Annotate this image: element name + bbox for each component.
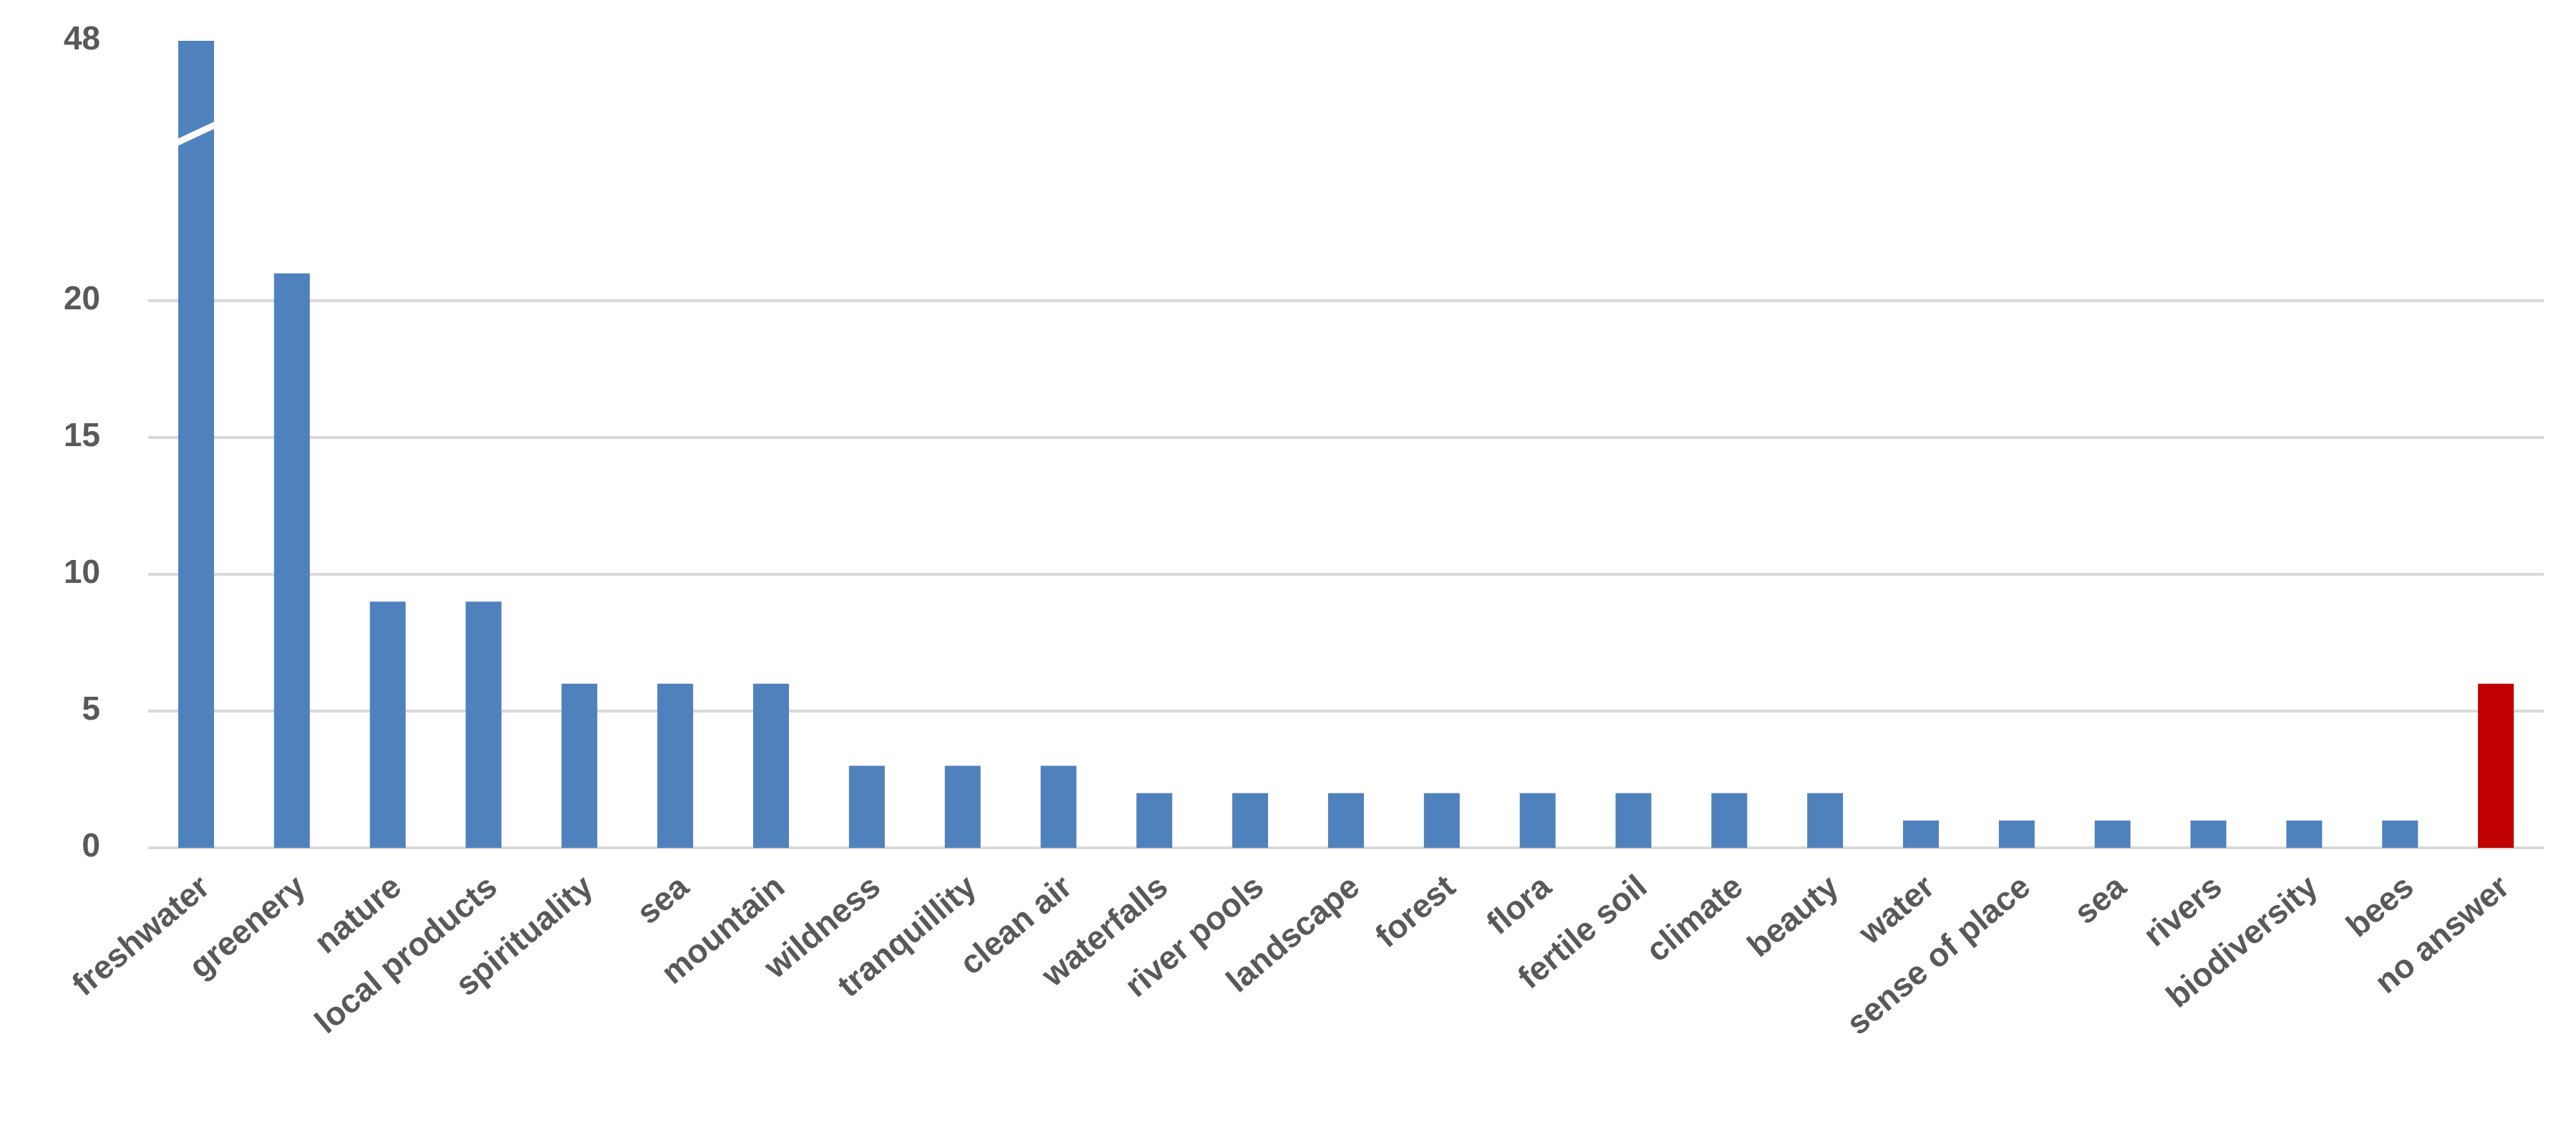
x-tick-label: forest — [1368, 867, 1462, 955]
bar — [944, 765, 981, 848]
bar — [1615, 793, 1652, 848]
y-tick-label: 0 — [82, 826, 100, 864]
bar — [1328, 793, 1364, 848]
bar — [2190, 820, 2227, 848]
y-tick-label: 15 — [64, 416, 100, 453]
bar — [369, 602, 406, 848]
bar — [2382, 820, 2418, 848]
bar — [561, 683, 598, 848]
bar — [2094, 820, 2131, 848]
x-tick-label: bees — [2339, 867, 2421, 944]
bar — [752, 683, 789, 848]
bar — [657, 683, 694, 848]
y-tick-label: 20 — [64, 279, 100, 317]
bar — [178, 41, 214, 848]
y-tick-label: 48 — [64, 19, 100, 57]
bar — [1519, 793, 1556, 848]
bar — [465, 602, 502, 848]
bar — [2478, 683, 2514, 848]
x-tick-label: flora — [1479, 867, 1558, 942]
bar — [1711, 793, 1748, 848]
x-tick-label: sea — [2067, 867, 2134, 931]
bar — [273, 273, 310, 848]
bar — [848, 765, 885, 848]
x-tick-label: climate — [1639, 867, 1750, 969]
axis-break — [173, 119, 219, 148]
bar — [2286, 820, 2323, 848]
bar — [1040, 765, 1077, 848]
x-tick-label: freshwater — [65, 867, 217, 1003]
bar — [1232, 793, 1269, 848]
bar — [1136, 793, 1173, 848]
bar — [1423, 793, 1460, 848]
x-tick-label: beauty — [1740, 867, 1845, 964]
bar — [1807, 793, 1844, 848]
x-tick-label: sea — [629, 867, 696, 931]
bar — [1998, 820, 2035, 848]
bar — [1903, 820, 1940, 848]
y-tick-label: 5 — [82, 690, 100, 727]
y-tick-label: 10 — [64, 553, 100, 590]
